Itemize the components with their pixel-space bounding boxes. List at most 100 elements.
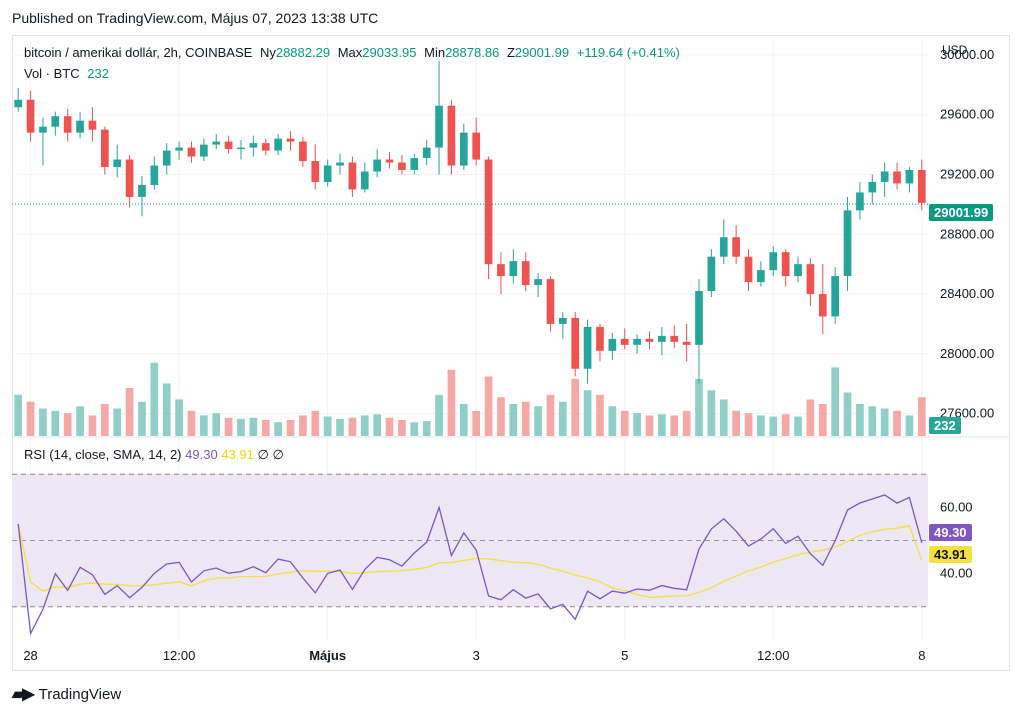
candle-body (348, 162, 357, 190)
low-label: Min (424, 45, 446, 60)
volume-bar (571, 378, 580, 436)
volume-bar (311, 410, 320, 436)
time-tick-label: Május (309, 648, 346, 663)
candle-body (769, 252, 778, 271)
volume-bar (360, 415, 369, 436)
candle-body (559, 317, 567, 324)
volume-bar (63, 413, 72, 436)
candle-body (732, 237, 740, 257)
candle-body (658, 335, 666, 342)
time-tick-label: 12:00 (757, 648, 790, 663)
candle-body (856, 192, 864, 211)
volume-bar (880, 408, 889, 436)
price-tick-label: 29200.00 (940, 166, 994, 181)
candle-body (360, 171, 369, 190)
volume-bar (373, 414, 381, 436)
volume-bar (831, 367, 839, 436)
candle-body (286, 138, 295, 142)
volume-bar (422, 421, 431, 436)
price-tick-label: 30000.00 (940, 47, 994, 62)
price-tick-label: 27600.00 (940, 406, 994, 421)
volume-bar (200, 415, 208, 436)
volume-bar (583, 390, 592, 436)
candle-body (299, 141, 307, 162)
volume-bar (497, 397, 505, 436)
currency-label: USD (942, 43, 968, 57)
volume-bar (757, 415, 765, 436)
candle-body (76, 120, 84, 133)
candle-body (162, 150, 171, 166)
volume-badge: 232 (929, 417, 961, 434)
volume-bar (509, 404, 518, 436)
volume-bar (620, 410, 629, 436)
candle-body (509, 261, 518, 277)
volume-bar (732, 410, 740, 436)
rsi-sma-value: 43.91 (221, 447, 254, 462)
candle-body (608, 338, 617, 351)
volume-bar (187, 410, 196, 436)
candle-body (633, 338, 641, 345)
price-tick-label: 28000.00 (940, 346, 994, 361)
volume-bar (249, 417, 258, 436)
candle-body (39, 126, 47, 133)
candle-body (880, 171, 889, 182)
candle-body (781, 252, 790, 277)
volume-bar (261, 420, 270, 436)
volume-bar (101, 404, 109, 436)
candle-body (682, 341, 691, 345)
candle-body (905, 170, 914, 184)
high-label: Max (337, 45, 363, 60)
volume-bar (39, 408, 47, 436)
price-tick-label: 28400.00 (940, 286, 994, 301)
volume-bar (459, 404, 468, 436)
rsi-extra-2: ∅ (272, 447, 284, 462)
volume-bar (398, 420, 406, 436)
change-value: +119.64 (+0.41%) (576, 45, 680, 60)
candle-body (150, 165, 159, 185)
volume-bar (608, 406, 617, 436)
candle-body (125, 159, 134, 197)
close-label: Z (506, 45, 515, 60)
volume-bar (14, 394, 23, 436)
volume-bar (113, 408, 122, 436)
volume-bar (435, 394, 443, 436)
candle-body (521, 261, 530, 286)
volume-bar (534, 406, 542, 436)
volume-bar (274, 422, 282, 436)
volume-bar (150, 362, 159, 436)
volume-bar (868, 406, 877, 436)
low-value: 28878.86 (445, 45, 500, 60)
candle-body (719, 237, 728, 257)
candle-body (546, 279, 555, 324)
rsi-tick-label: 60.00 (940, 499, 973, 514)
candle-body (373, 159, 381, 172)
candle-body (88, 120, 97, 130)
volume-bar (26, 401, 35, 436)
rsi-badge: 49.30 (929, 524, 972, 541)
volume-bar (162, 383, 171, 436)
volume-bar (521, 401, 530, 436)
volume-bar (893, 410, 901, 436)
volume-bar (447, 369, 456, 436)
volume-label: Vol · BTC (24, 66, 80, 81)
volume-bar (212, 413, 221, 436)
candle-body (583, 326, 592, 369)
volume-bar (781, 414, 790, 436)
candle-body (336, 162, 344, 166)
volume-bar (175, 399, 183, 436)
candle-body (596, 326, 604, 351)
time-tick-label: 3 (473, 648, 480, 663)
volume-bar (336, 418, 344, 436)
footer-brand-name: TradingView (38, 685, 122, 703)
open-label: Ny (259, 45, 276, 60)
volume-bar (769, 416, 778, 436)
symbol-name: bitcoin / amerikai dollár, 2h, COINBASE (24, 45, 253, 60)
chart-frame[interactable] (12, 35, 1010, 671)
candle-body (707, 256, 716, 292)
candle-body (101, 129, 109, 168)
volume-bar (224, 417, 233, 436)
candle-body (571, 317, 580, 369)
volume-bar (286, 420, 295, 436)
candle-body (695, 291, 703, 345)
